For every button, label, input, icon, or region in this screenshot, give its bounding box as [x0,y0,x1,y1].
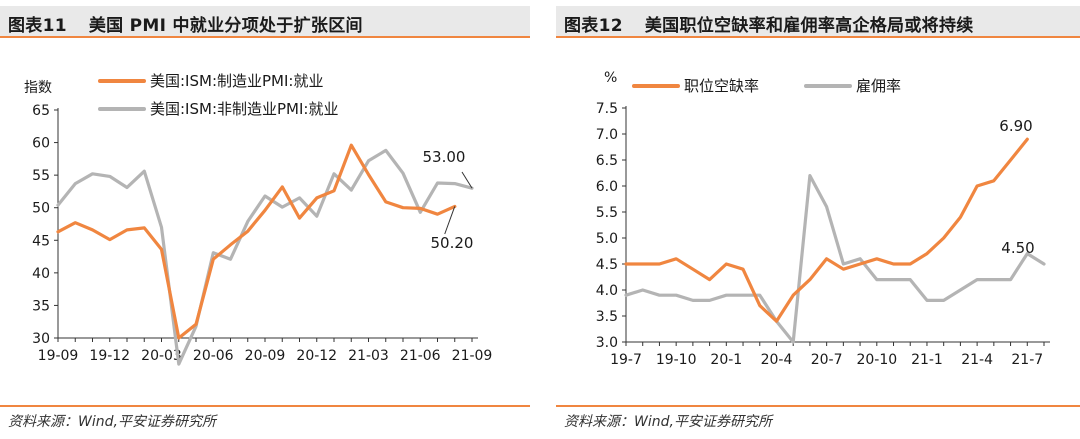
x-tick-label: 21-1 [911,352,943,368]
value-annotation: 50.20 [431,234,474,252]
x-tick-label: 20-7 [811,352,843,368]
y-tick-label: 55 [32,168,50,184]
value-annotation: 6.90 [999,117,1032,135]
x-tick-label: 20-1 [710,352,742,368]
x-tick-label: 21-03 [348,348,389,364]
source-note: 资料来源：Wind,平安证券研究所 [8,414,216,430]
y-tick-label: 4.5 [596,257,618,273]
y-axis-label: 指数 [24,80,52,96]
annotation-leader [461,171,473,189]
x-tick-label: 19-10 [656,352,697,368]
y-tick-label: 45 [32,233,50,249]
chart-title: 图表11 美国 PMI 中就业分项处于扩张区间 [8,11,363,36]
value-annotation: 4.50 [1001,239,1034,257]
chart-panel-right: 图表12 美国职位空缺率和雇佣率高企格局或将持续 % 7.5 7.0 6.5 6.0 5.5… [556,0,1080,439]
y-tick-label: 5.5 [596,205,618,221]
legend-label: 美国:ISM:制造业PMI:就业 [150,72,323,90]
job-openings-hires-chart: % 7.5 7.0 6.5 6.0 5.5 5.0 4.5 4.0 3.5 3.019-7 19-10… [596,70,1050,368]
y-tick-label: 65 [32,103,50,119]
x-tick-label: 20-03 [141,348,182,364]
legend-label: 美国:ISM:非制造业PMI:就业 [150,100,338,118]
x-tick-label: 21-7 [1011,352,1043,368]
legend-label: 职位空缺率 [684,77,759,95]
y-axis-label: % [604,70,617,86]
y-tick-label: 6.0 [596,179,618,195]
series-line [624,137,1029,323]
y-tick-label: 5.0 [596,231,618,247]
y-tick-label: 4.0 [596,283,618,299]
chart-panel-left: 图表11 美国 PMI 中就业分项处于扩张区间 指数 65 60 55 50 45 40 35 3… [0,0,530,439]
series-line [56,143,457,340]
x-tick-label: 21-09 [452,348,493,364]
annotation-leader [444,206,456,235]
x-tick-label: 19-12 [89,348,130,364]
x-tick-label: 19-7 [610,352,642,368]
legend-label: 雇佣率 [856,77,901,95]
figure-number: 图表12 [564,16,623,36]
y-tick-label: 7.0 [596,127,618,143]
y-tick-label: 60 [32,136,50,152]
chart-title: 图表12 美国职位空缺率和雇佣率高企格局或将持续 [564,11,974,36]
figure-number: 图表11 [8,16,67,36]
x-tick-label: 21-4 [961,352,993,368]
x-tick-label: 20-09 [245,348,286,364]
y-tick-label: 6.5 [596,153,618,169]
x-tick-label: 20-12 [296,348,337,364]
y-tick-label: 35 [32,298,50,314]
y-tick-label: 40 [32,266,50,282]
x-tick-label: 20-06 [193,348,234,364]
value-annotation: 53.00 [423,148,466,166]
title-bar: 图表11 美国 PMI 中就业分项处于扩张区间 [0,6,530,38]
series-line [56,148,474,366]
x-tick-label: 20-10 [856,352,897,368]
series-line [624,174,1046,344]
footer-divider [0,405,530,407]
y-tick-label: 3.5 [596,309,618,325]
figure-title: 美国 PMI 中就业分项处于扩张区间 [88,16,363,36]
title-bar: 图表12 美国职位空缺率和雇佣率高企格局或将持续 [556,6,1080,38]
x-tick-label: 20-4 [761,352,793,368]
y-tick-label: 7.5 [596,101,618,117]
y-tick-label: 50 [32,201,50,217]
y-tick-label: 3.0 [596,335,618,351]
y-tick-label: 30 [32,331,50,347]
x-tick-label: 19-09 [38,348,79,364]
x-tick-label: 21-06 [400,348,441,364]
source-note: 资料来源：Wind,平安证券研究所 [564,414,772,430]
figure-title: 美国职位空缺率和雇佣率高企格局或将持续 [644,16,974,36]
footer-divider [556,405,1080,407]
